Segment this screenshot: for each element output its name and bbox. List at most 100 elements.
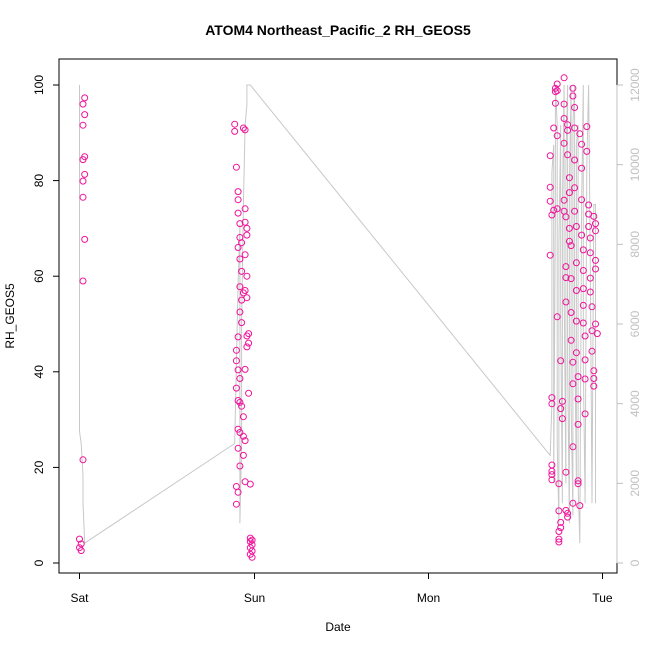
data-point — [239, 413, 247, 421]
data-point — [562, 298, 570, 306]
data-point — [236, 283, 244, 291]
data-point — [234, 488, 242, 496]
data-point — [581, 332, 589, 340]
data-point — [553, 313, 561, 321]
data-point — [571, 184, 579, 192]
data-point — [579, 301, 587, 309]
data-point — [234, 444, 242, 452]
data-point — [590, 212, 598, 220]
data-point — [243, 272, 251, 280]
x-axis: Sat Sun Mon Tue — [70, 572, 613, 605]
y-tick-label: 0 — [32, 559, 46, 566]
data-point — [567, 309, 575, 316]
y-tick-label: 20 — [32, 460, 46, 474]
data-point — [77, 547, 85, 555]
data-point — [553, 87, 561, 95]
data-point — [593, 330, 601, 338]
data-point — [238, 319, 246, 327]
data-point — [569, 380, 577, 388]
data-point — [564, 151, 572, 159]
data-point — [557, 405, 565, 413]
data-point — [572, 259, 580, 267]
data-point — [558, 397, 566, 405]
data-point — [557, 357, 565, 365]
data-point — [557, 518, 565, 526]
data-point — [576, 502, 584, 510]
y2-axis: 0 2000 4000 6000 8000 10000 12000 — [616, 68, 642, 566]
data-point — [576, 130, 584, 138]
data-point — [79, 177, 87, 185]
data-point — [234, 209, 242, 217]
data-point — [560, 196, 568, 204]
series-layer — [76, 74, 601, 561]
data-point — [241, 126, 249, 134]
data-point — [553, 205, 561, 213]
data-point — [232, 384, 240, 392]
data-point — [548, 471, 556, 479]
data-point — [592, 320, 599, 328]
data-point — [567, 275, 575, 283]
data-point — [560, 139, 568, 147]
data-point — [569, 84, 577, 92]
data-point — [590, 367, 598, 375]
y2-tick-label: 4000 — [628, 390, 642, 417]
data-point — [572, 317, 580, 325]
data-point — [546, 197, 554, 205]
data-point — [76, 535, 83, 543]
data-point — [574, 373, 582, 381]
data-point — [574, 477, 582, 485]
data-point — [579, 319, 587, 327]
data-point — [592, 265, 599, 273]
data-point — [243, 332, 251, 340]
data-point — [571, 124, 579, 132]
data-point — [592, 227, 599, 235]
data-point — [555, 507, 563, 515]
x-tick-label: Sat — [70, 591, 89, 605]
data-point — [234, 196, 242, 204]
data-point — [232, 346, 240, 354]
data-point — [571, 104, 579, 111]
data-point — [588, 327, 596, 335]
data-point — [569, 358, 577, 366]
data-point — [592, 220, 599, 228]
data-point — [241, 287, 249, 294]
data-point — [560, 115, 568, 122]
data-point — [586, 234, 594, 242]
data-point — [232, 500, 240, 508]
data-point — [546, 183, 554, 191]
y2-tick-label: 0 — [628, 559, 642, 566]
data-point — [564, 513, 572, 521]
data-point — [245, 389, 253, 397]
data-point — [572, 349, 580, 357]
data-point — [578, 196, 586, 204]
data-point — [234, 425, 242, 433]
data-point — [555, 535, 563, 543]
y2-tick-label: 6000 — [628, 310, 642, 337]
data-point — [553, 132, 561, 140]
data-point — [586, 249, 594, 257]
data-point — [231, 120, 239, 128]
data-point — [81, 153, 89, 161]
data-point — [592, 256, 599, 264]
data-point — [572, 287, 580, 294]
data-point — [579, 267, 587, 274]
data-point — [569, 92, 577, 100]
data-point — [231, 127, 239, 135]
data-point — [245, 339, 253, 347]
data-point — [79, 193, 87, 201]
data-point — [81, 235, 89, 243]
data-point — [553, 80, 561, 88]
data-point — [546, 152, 554, 160]
data-point — [579, 285, 587, 293]
data-point — [560, 100, 568, 108]
y-tick-label: 40 — [32, 365, 46, 379]
x-tick-label: Mon — [417, 591, 440, 605]
y2-tick-label: 2000 — [628, 470, 642, 497]
data-point — [546, 251, 554, 259]
data-point — [585, 201, 593, 209]
y2-tick-label: 8000 — [628, 231, 642, 258]
data-point — [248, 536, 256, 544]
data-point — [588, 347, 596, 355]
data-point — [243, 294, 251, 302]
